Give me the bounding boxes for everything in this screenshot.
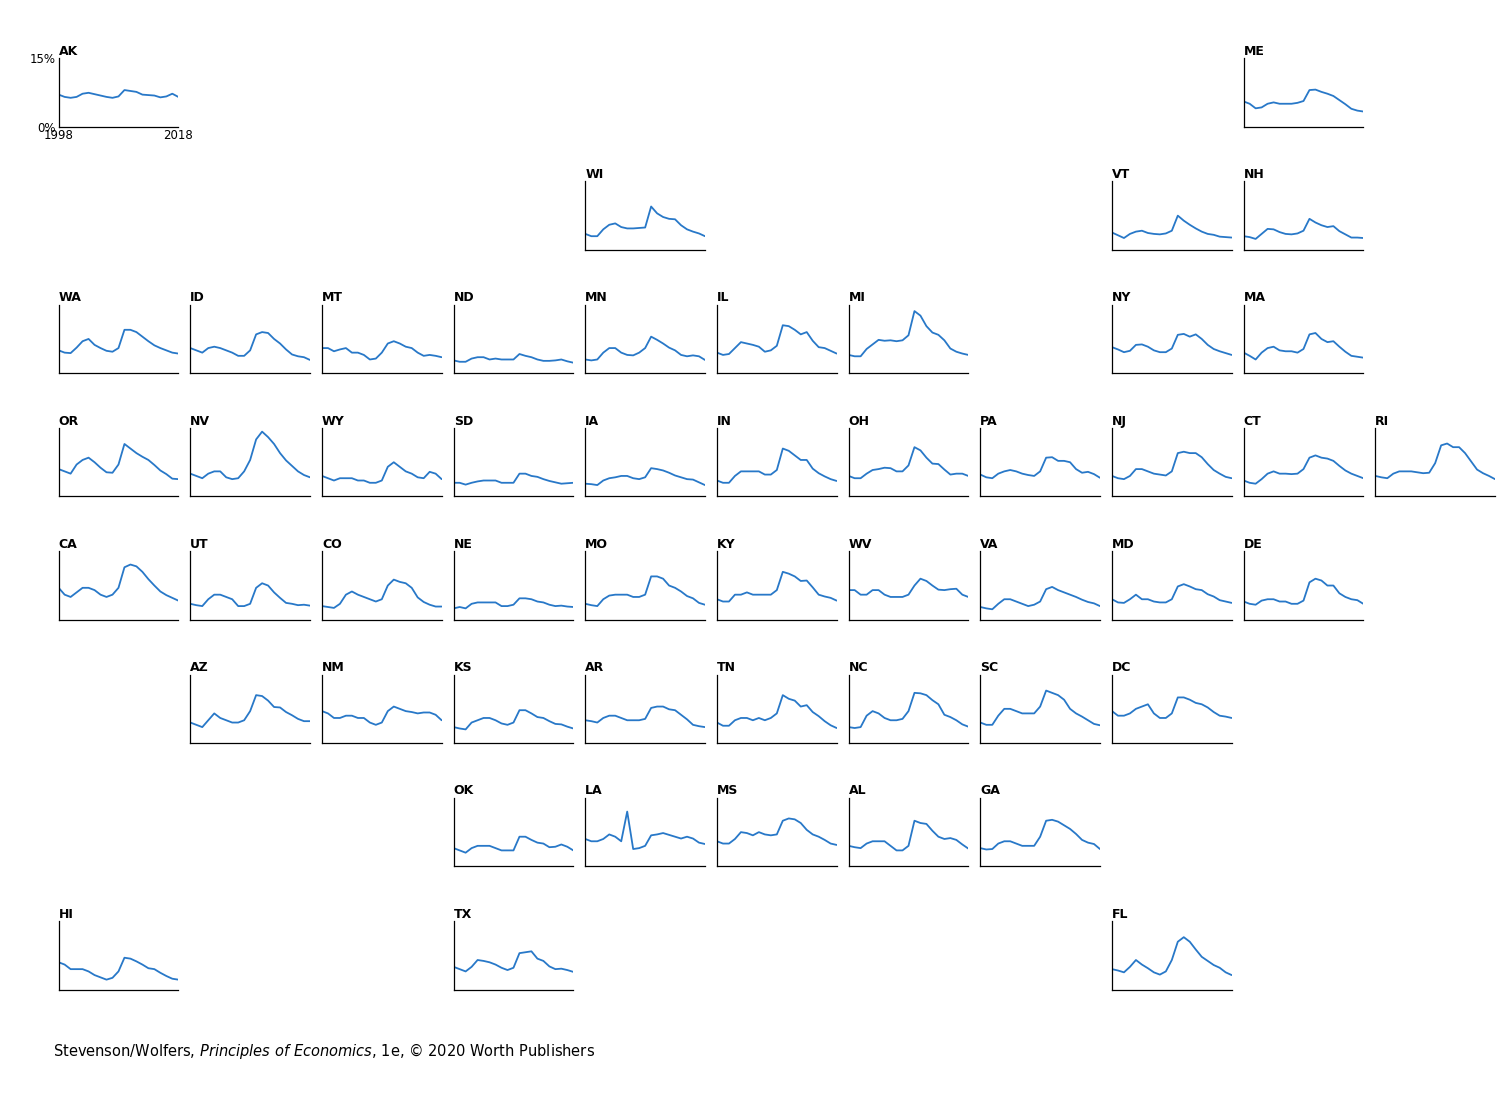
Text: NJ: NJ xyxy=(1111,414,1126,427)
Text: CT: CT xyxy=(1244,414,1262,427)
Text: RI: RI xyxy=(1375,414,1390,427)
Text: WI: WI xyxy=(585,168,603,181)
Text: WV: WV xyxy=(848,538,872,551)
Text: IL: IL xyxy=(717,292,729,305)
Text: AL: AL xyxy=(848,785,866,798)
Text: MI: MI xyxy=(848,292,865,305)
Text: MS: MS xyxy=(717,785,738,798)
Text: OK: OK xyxy=(454,785,474,798)
Text: KY: KY xyxy=(717,538,735,551)
Text: MO: MO xyxy=(585,538,608,551)
Text: DC: DC xyxy=(1111,661,1131,674)
Text: OR: OR xyxy=(59,414,78,427)
Text: Stevenson/Wolfers, $\it{Principles\ of\ Economics}$, 1e, © 2020 Worth Publishers: Stevenson/Wolfers, $\it{Principles\ of\ … xyxy=(53,1041,594,1061)
Text: AR: AR xyxy=(585,661,605,674)
Text: WY: WY xyxy=(322,414,344,427)
Text: UT: UT xyxy=(191,538,209,551)
Text: NC: NC xyxy=(848,661,868,674)
Text: MT: MT xyxy=(322,292,343,305)
Text: NH: NH xyxy=(1244,168,1265,181)
Text: PA: PA xyxy=(981,414,999,427)
Text: MD: MD xyxy=(1111,538,1134,551)
Text: WA: WA xyxy=(59,292,81,305)
Text: DE: DE xyxy=(1244,538,1262,551)
Text: MN: MN xyxy=(585,292,608,305)
Text: NV: NV xyxy=(191,414,211,427)
Text: NE: NE xyxy=(454,538,472,551)
Text: NY: NY xyxy=(1111,292,1131,305)
Text: ME: ME xyxy=(1244,45,1265,58)
Text: GA: GA xyxy=(981,785,1000,798)
Text: ND: ND xyxy=(454,292,474,305)
Text: TN: TN xyxy=(717,661,735,674)
Text: NM: NM xyxy=(322,661,344,674)
Text: AZ: AZ xyxy=(191,661,209,674)
Text: OH: OH xyxy=(848,414,869,427)
Text: AK: AK xyxy=(59,45,78,58)
Text: FL: FL xyxy=(1111,907,1128,921)
Text: IN: IN xyxy=(717,414,732,427)
Text: SC: SC xyxy=(981,661,999,674)
Text: HI: HI xyxy=(59,907,74,921)
Text: SD: SD xyxy=(454,414,472,427)
Text: TX: TX xyxy=(454,907,472,921)
Text: ID: ID xyxy=(191,292,205,305)
Text: LA: LA xyxy=(585,785,603,798)
Text: CA: CA xyxy=(59,538,77,551)
Text: MA: MA xyxy=(1244,292,1266,305)
Text: KS: KS xyxy=(454,661,472,674)
Text: VA: VA xyxy=(981,538,999,551)
Text: IA: IA xyxy=(585,414,600,427)
Text: CO: CO xyxy=(322,538,341,551)
Text: VT: VT xyxy=(1111,168,1130,181)
